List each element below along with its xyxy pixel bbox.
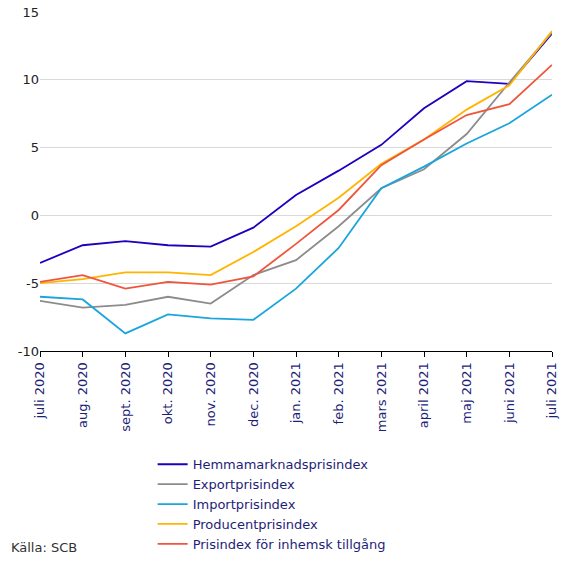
svg-text:Exportprisindex: Exportprisindex [193, 477, 295, 492]
svg-text:Källa: SCB: Källa: SCB [11, 540, 77, 555]
svg-text:mars 2021: mars 2021 [374, 362, 389, 432]
svg-text:juli 2020: juli 2020 [32, 362, 47, 419]
svg-text:juni 2021: juni 2021 [502, 362, 517, 424]
svg-text:Importprisindex: Importprisindex [193, 497, 296, 512]
svg-text:maj 2021: maj 2021 [459, 362, 474, 423]
svg-text:10: 10 [22, 72, 39, 87]
svg-text:0: 0 [31, 208, 39, 223]
svg-text:sept. 2020: sept. 2020 [118, 362, 133, 431]
svg-text:juli 2021: juli 2021 [544, 362, 559, 419]
svg-text:aug. 2020: aug. 2020 [75, 362, 90, 428]
svg-text:Hemmamarknadsprisindex: Hemmamarknadsprisindex [193, 457, 369, 472]
svg-text:15: 15 [22, 5, 39, 20]
svg-text:okt. 2020: okt. 2020 [160, 362, 175, 424]
svg-text:5: 5 [31, 140, 39, 155]
svg-text:-5: -5 [26, 276, 39, 291]
svg-text:april 2021: april 2021 [416, 362, 431, 428]
svg-text:jan. 2021: jan. 2021 [288, 362, 303, 424]
svg-text:dec. 2020: dec. 2020 [246, 362, 261, 427]
svg-text:-10: -10 [18, 344, 39, 359]
svg-text:feb. 2021: feb. 2021 [331, 362, 346, 424]
svg-text:Producentprisindex: Producentprisindex [193, 517, 318, 532]
svg-text:nov. 2020: nov. 2020 [203, 362, 218, 426]
svg-text:Prisindex för inhemsk tillgång: Prisindex för inhemsk tillgång [193, 537, 386, 552]
